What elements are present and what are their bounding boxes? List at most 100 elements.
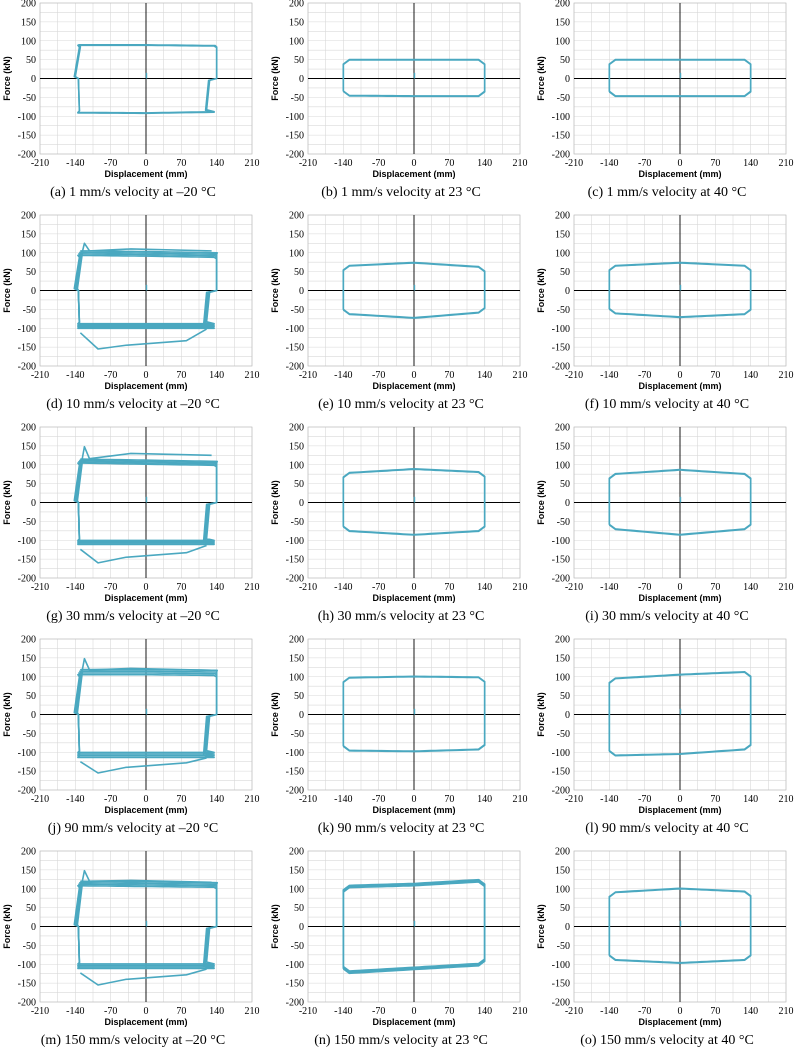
hysteresis-loops xyxy=(73,869,218,986)
y-tick-label: -200 xyxy=(18,998,36,1009)
x-tick-label: -140 xyxy=(600,1006,618,1017)
x-tick-label: -70 xyxy=(638,582,651,593)
x-tick-label: 70 xyxy=(176,794,186,805)
hysteresis-loops xyxy=(608,468,752,536)
hysteresis-loops xyxy=(342,878,486,975)
hysteresis-loops xyxy=(73,657,218,774)
y-tick-label: 100 xyxy=(555,460,570,471)
subplot-h: 200 150 100 50 0 -50 -100 -150 -200 -210 -140 -70 0 7… xyxy=(268,423,534,634)
y-tick-label: 0 xyxy=(299,922,304,933)
subplot-f: 200 150 100 50 0 -50 -100 -150 -200 -210 -140 -70 0 7… xyxy=(534,211,800,422)
x-tick-label: 140 xyxy=(743,370,758,381)
y-tick-label: 100 xyxy=(289,248,304,259)
subplot-chart: 200 150 100 50 0 -50 -100 -150 -200-210 -140 -70 0 7… xyxy=(2,423,260,604)
subplot-c: 200 150 100 50 0 -50 -100 -150 -200 -210 -140 -70 0 7… xyxy=(534,0,800,210)
x-axis-label: Displacement (mm) xyxy=(638,1017,721,1027)
x-tick-label: -140 xyxy=(334,794,352,805)
x-axis-label: Displacement (mm) xyxy=(372,805,455,815)
y-tick-label: -50 xyxy=(23,93,36,104)
y-tick-label: -200 xyxy=(286,150,304,161)
x-tick-label: -70 xyxy=(638,158,651,169)
y-tick-label: -100 xyxy=(286,960,304,971)
y-tick-label: 100 xyxy=(289,672,304,683)
y-tick-label: 0 xyxy=(565,922,570,933)
y-tick-label: 200 xyxy=(555,423,570,434)
y-axis-label: Force (kN) xyxy=(536,56,546,101)
x-tick-label: 210 xyxy=(245,794,260,805)
subplot-n: 200 150 100 50 0 -50 -100 -150 -200 -210 -140 -70 0 7… xyxy=(268,847,534,1058)
y-tick-label: 100 xyxy=(21,884,36,895)
y-tick-label: -150 xyxy=(552,767,570,778)
x-tick-label: 70 xyxy=(444,1006,454,1017)
hysteresis-loop xyxy=(73,254,218,325)
y-tick-label: 100 xyxy=(289,884,304,895)
y-tick-label: -150 xyxy=(286,555,304,566)
y-tick-label: -100 xyxy=(286,324,304,335)
y-axis-label: Force (kN) xyxy=(536,904,546,949)
y-tick-label: -100 xyxy=(286,112,304,123)
subplot-chart: 200 150 100 50 0 -50 -100 -150 -200-210 -140 -70 0 7… xyxy=(2,0,260,179)
x-axis-label: Displacement (mm) xyxy=(104,1017,187,1027)
subplot-l: 200 150 100 50 0 -50 -100 -150 -200 -210 -140 -70 0 7… xyxy=(534,635,800,846)
x-tick-label: -210 xyxy=(565,582,583,593)
hysteresis-loop xyxy=(342,878,486,975)
subplot-chart: 200 150 100 50 0 -50 -100 -150 -200-210 -140 -70 0 7… xyxy=(2,635,260,816)
hysteresis-loops xyxy=(342,58,486,98)
x-tick-label: 0 xyxy=(412,158,417,169)
x-tick-label: -70 xyxy=(372,370,385,381)
x-tick-label: -210 xyxy=(299,582,317,593)
y-tick-label: 100 xyxy=(21,460,36,471)
x-tick-label: 210 xyxy=(513,582,528,593)
y-tick-label: -200 xyxy=(552,574,570,585)
x-tick-label: 0 xyxy=(678,1006,683,1017)
hysteresis-loops xyxy=(342,675,486,753)
y-tick-label: 150 xyxy=(21,229,36,240)
subplot-g: 200 150 100 50 0 -50 -100 -150 -200 -210 -140 -70 0 7… xyxy=(0,423,266,634)
y-tick-label: 100 xyxy=(555,672,570,683)
hysteresis-loop xyxy=(608,261,752,319)
x-tick-label: -70 xyxy=(104,370,117,381)
y-tick-label: 0 xyxy=(31,922,36,933)
x-tick-label: -210 xyxy=(565,1006,583,1017)
x-tick-label: 140 xyxy=(477,582,492,593)
subplot-caption: (f) 10 mm/s velocity at 40 °C xyxy=(584,397,750,412)
y-tick-label: -150 xyxy=(18,343,36,354)
subplot-chart: 200 150 100 50 0 -50 -100 -150 -200-210 -140 -70 0 7… xyxy=(270,635,528,816)
y-tick-label: 150 xyxy=(555,865,570,876)
y-tick-label: -200 xyxy=(286,786,304,797)
x-tick-label: 70 xyxy=(176,158,186,169)
x-tick-label: 210 xyxy=(513,370,528,381)
y-tick-label: -50 xyxy=(557,517,570,528)
x-tick-label: 140 xyxy=(209,1006,224,1017)
x-tick-label: 140 xyxy=(477,370,492,381)
y-tick-label: -50 xyxy=(291,517,304,528)
y-tick-label: 100 xyxy=(555,36,570,47)
y-tick-label: 50 xyxy=(560,903,570,914)
x-tick-label: 210 xyxy=(245,1006,260,1017)
x-tick-label: 140 xyxy=(743,158,758,169)
x-tick-label: -70 xyxy=(104,158,117,169)
x-tick-label: 210 xyxy=(779,1006,794,1017)
x-axis-label: Displacement (mm) xyxy=(372,169,455,179)
y-axis-label: Force (kN) xyxy=(270,904,280,949)
y-tick-label: -150 xyxy=(552,979,570,990)
x-tick-label: -140 xyxy=(600,582,618,593)
x-tick-label: -210 xyxy=(31,158,49,169)
y-tick-label: 200 xyxy=(289,211,304,222)
x-tick-label: 0 xyxy=(144,794,149,805)
y-tick-label: 200 xyxy=(555,847,570,858)
y-tick-label: 200 xyxy=(21,423,36,434)
y-tick-label: -100 xyxy=(286,748,304,759)
hysteresis-loop xyxy=(342,468,486,536)
y-tick-label: 200 xyxy=(21,211,36,222)
y-axis-label: Force (kN) xyxy=(2,268,12,313)
subplot-chart: 200 150 100 50 0 -50 -100 -150 -200-210 -140 -70 0 7… xyxy=(536,423,794,604)
x-tick-label: 70 xyxy=(710,794,720,805)
y-axis-label: Force (kN) xyxy=(270,56,280,101)
subplot-caption: (j) 90 mm/s velocity at –20 °C xyxy=(47,821,219,836)
x-axis-label: Displacement (mm) xyxy=(104,805,187,815)
y-tick-label: 0 xyxy=(299,710,304,721)
y-tick-label: 50 xyxy=(560,691,570,702)
y-tick-label: -200 xyxy=(552,786,570,797)
